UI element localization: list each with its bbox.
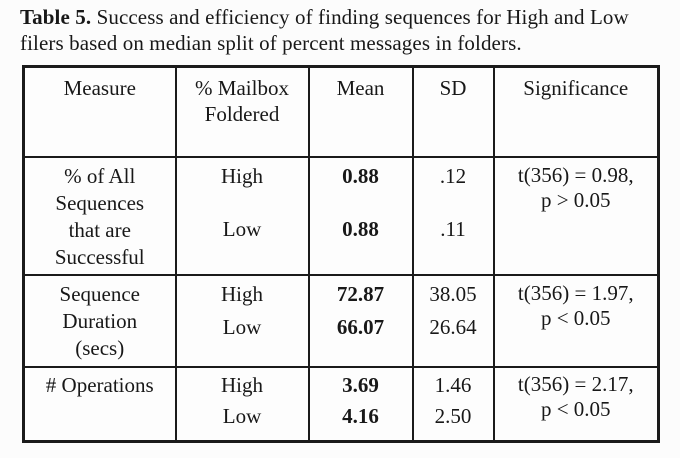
significance-cell: t(356) = 1.97, p < 0.05 [492,273,660,368]
mean-cell: 72.87 66.07 [307,273,414,368]
significance-line1: t(356) = 0.98, [517,162,634,187]
table-caption-text-line1: Success and efficiency of finding sequen… [96,5,585,29]
significance-cell: t(356) = 2.17, p < 0.05 [492,365,660,443]
level-cell: High Low [174,365,310,443]
significance-cell: t(356) = 0.98, p > 0.05 [492,155,660,276]
significance-line2: p < 0.05 [540,305,611,330]
col-header-sd: SD [411,65,495,158]
col-header-sd-label: SD [439,76,467,100]
sd-value-high: 38.05 [429,281,477,306]
col-header-significance: Significance [492,65,660,158]
mean-cell: 0.88 0.88 [307,155,414,276]
sd-cell: 1.46 2.50 [411,365,495,443]
sd-value-high: .12 [439,163,467,188]
measure-line: # Operations [45,372,154,397]
level-low: Low [222,403,262,428]
measure-line: Sequences [55,190,145,215]
mean-value-low: 0.88 [342,216,379,241]
sd-cell: .12 .11 [411,155,495,276]
mean-value-low: 4.16 [342,403,379,428]
measure-cell: # Operations [22,365,177,443]
significance-line1: t(356) = 1.97, [517,280,634,305]
mean-value-high: 3.69 [342,372,379,397]
sd-value-low: .11 [440,216,466,241]
col-header-mean: Mean [307,65,414,158]
table-row-success: % of All Sequences that are Successful H… [22,155,660,276]
measure-line: Sequence [59,281,140,306]
table-row-duration: Sequence Duration (secs) High Low 72.87 … [22,273,660,368]
significance-line2: p < 0.05 [540,396,611,421]
significance-line2: p > 0.05 [540,187,611,212]
col-header-mailbox-line1: % Mailbox [195,76,289,100]
measure-line: Successful [54,244,145,269]
table-caption: Table 5. Success and efficiency of findi… [20,4,668,56]
sd-value-high: 1.46 [434,372,472,397]
measure-cell: Sequence Duration (secs) [22,273,177,368]
mean-value-high: 72.87 [336,281,385,306]
level-high: High [221,281,263,306]
col-header-measure-label: Measure [63,76,136,100]
col-header-measure: Measure [22,65,177,158]
table-caption-text-line2: Low filers based on median split of perc… [20,5,629,55]
level-high: High [221,372,263,397]
measure-line: Duration [62,308,138,333]
measure-cell: % of All Sequences that are Successful [22,155,177,276]
mean-value-high: 0.88 [342,163,379,188]
col-header-significance-label: Significance [523,76,629,100]
results-table: Measure % Mailbox Foldered Mean SD Signi… [22,65,660,443]
sd-value-low: 26.64 [429,314,477,339]
mean-cell: 3.69 4.16 [307,365,414,443]
table-row-operations: # Operations High Low 3.69 4.16 1.46 2.5… [22,365,660,443]
significance-line1: t(356) = 2.17, [517,371,634,396]
sd-cell: 38.05 26.64 [411,273,495,368]
level-low: Low [222,314,262,339]
measure-line: that are [68,217,131,242]
col-header-mailbox-line2: Foldered [204,102,280,126]
level-cell: High Low [174,155,310,276]
level-cell: High Low [174,273,310,368]
level-low: Low [222,216,262,241]
table-caption-label: Table 5. [20,5,92,29]
col-header-mailbox-foldered: % Mailbox Foldered [174,65,310,158]
mean-value-low: 66.07 [336,314,385,339]
sd-value-low: 2.50 [434,403,472,428]
level-high: High [221,163,263,188]
measure-line: % of All [64,163,136,188]
col-header-mean-label: Mean [336,76,385,100]
measure-line: (secs) [75,335,125,360]
header-row: Measure % Mailbox Foldered Mean SD Signi… [22,65,660,158]
